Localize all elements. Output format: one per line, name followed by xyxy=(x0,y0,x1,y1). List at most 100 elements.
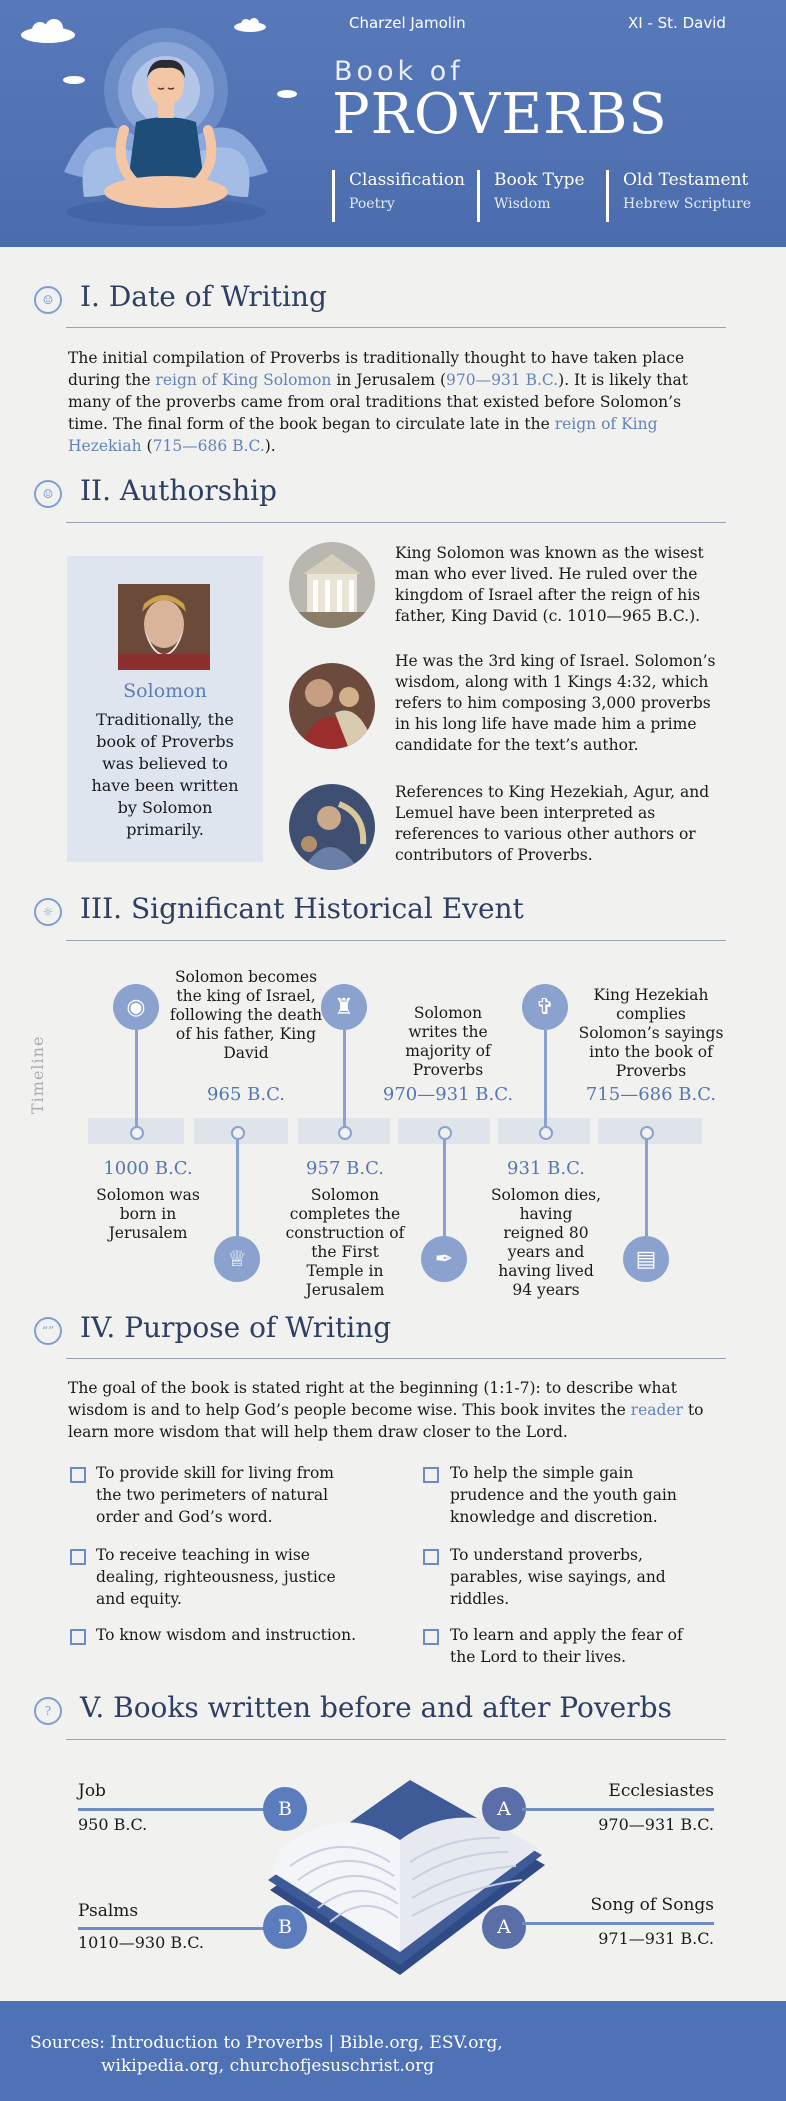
link-date-hezekiah[interactable]: 715—686 B.C. xyxy=(152,437,265,455)
text-run: ( xyxy=(141,437,153,455)
before-badge: B xyxy=(263,1787,307,1831)
header-banner: Charzel Jamolin XI - St. David Book of P… xyxy=(0,0,786,247)
divider xyxy=(66,940,726,941)
meta-value: Hebrew Scripture xyxy=(623,196,752,212)
temple-image xyxy=(289,542,375,628)
timeline-event-text: Solomon writes the majority of Proverbs xyxy=(405,1004,491,1079)
cloud-icon xyxy=(234,18,266,32)
lightbulb-icon: ☼ xyxy=(34,898,62,926)
castle-icon: ♜ xyxy=(321,984,367,1030)
card-name: Solomon xyxy=(123,680,207,702)
author-name: Charzel Jamolin xyxy=(349,14,466,32)
painting-image xyxy=(289,784,375,870)
link-reader[interactable]: reader xyxy=(630,1401,684,1419)
section-title-books: V. Books written before and after Poverb… xyxy=(80,1691,672,1724)
meta-value: Wisdom xyxy=(494,196,551,212)
card-text: Traditionally, the book of Proverbs was … xyxy=(91,710,239,839)
authorship-item: King Solomon was known as the wisest man… xyxy=(395,544,704,625)
purpose-item: To help the simple gain prudence and the… xyxy=(450,1464,677,1526)
class-name: XI - St. David xyxy=(628,14,726,32)
text-run: in Jerusalem ( xyxy=(331,371,446,389)
timeline-dot xyxy=(130,1126,144,1140)
connector-line xyxy=(522,1808,714,1811)
open-book-illustration xyxy=(268,1780,545,1975)
text-run: ). It is likely that many of the proverb… xyxy=(68,371,688,433)
sources-line-2: wikipedia.org, churchofjesuschrist.org xyxy=(101,2056,435,2076)
divider xyxy=(66,522,726,523)
link-reign-solomon[interactable]: reign of King Solomon xyxy=(155,371,332,389)
timeline-stem xyxy=(544,1030,547,1128)
section-title-authorship: II. Authorship xyxy=(80,474,277,507)
title-small: Book of xyxy=(334,56,464,87)
connector-line xyxy=(78,1808,268,1811)
link-reign-hezekiah[interactable]: reign of King Hezekiah xyxy=(68,415,658,455)
timeline-stem xyxy=(645,1138,648,1236)
book-name: Psalms xyxy=(78,1901,139,1921)
section-title-purpose: IV. Purpose of Writing xyxy=(80,1311,392,1344)
purpose-item: To learn and apply the fear of the Lord … xyxy=(450,1626,683,1666)
timeline-stem xyxy=(443,1138,446,1236)
checkbox[interactable] xyxy=(70,1467,86,1483)
checkbox[interactable] xyxy=(70,1629,86,1645)
timeline-event-text: Solomon was born in Jerusalem xyxy=(96,1186,200,1242)
timeline-stem xyxy=(236,1138,239,1236)
question-icon: ? xyxy=(34,1697,62,1725)
text-run: ). xyxy=(264,437,276,455)
section-title-history: III. Significant Historical Event xyxy=(80,892,524,925)
cloud-icon xyxy=(277,90,297,98)
after-badge: A xyxy=(482,1905,526,1949)
book-date: 950 B.C. xyxy=(78,1815,148,1834)
footer: Sources: Introduction to Proverbs | Bibl… xyxy=(0,2001,786,2101)
mask-icon: ☺ xyxy=(34,480,62,508)
timeline-event-text: Solomon completes the construction of th… xyxy=(285,1186,405,1299)
timeline-dot xyxy=(539,1126,553,1140)
cloud-icon xyxy=(63,76,85,84)
text-run: The goal of the book is stated right at … xyxy=(68,1379,678,1419)
section-title-date: I. Date of Writing xyxy=(80,280,327,313)
book-date: 1010—930 B.C. xyxy=(78,1933,204,1952)
timeline-event-text: King Hezekiah complies Solomon’s sayings… xyxy=(578,986,724,1080)
mask-icon: ☺ xyxy=(34,286,62,314)
purpose-text: The goal of the book is stated right at … xyxy=(68,1377,728,1443)
connector-line xyxy=(522,1922,714,1925)
timeline-dot xyxy=(338,1126,352,1140)
authorship-item: He was the 3rd king of Israel. Solomon’s… xyxy=(395,652,716,754)
meta-value: Poetry xyxy=(349,196,395,212)
book-name: Song of Songs xyxy=(590,1895,714,1915)
divider xyxy=(66,1358,726,1359)
connector-line xyxy=(78,1927,268,1930)
checkbox[interactable] xyxy=(423,1549,439,1565)
divider xyxy=(66,1739,726,1740)
quote-icon: “” xyxy=(34,1317,62,1345)
timeline-stem xyxy=(343,1030,346,1128)
authorship-item: References to King Hezekiah, Agur, and L… xyxy=(395,783,710,864)
timeline-event-date: 1000 B.C. xyxy=(103,1158,193,1179)
solomon-card: Solomon Traditionally, the book of Prove… xyxy=(67,556,263,862)
meta-label: Classification xyxy=(349,170,465,190)
purpose-item: To receive teaching in wise dealing, rig… xyxy=(96,1546,336,1608)
meta-book-type: Book Type Wisdom xyxy=(477,170,585,222)
after-badge: A xyxy=(482,1787,526,1831)
checkbox[interactable] xyxy=(423,1467,439,1483)
checkbox[interactable] xyxy=(70,1549,86,1565)
meta-testament: Old Testament Hebrew Scripture xyxy=(606,170,751,222)
timeline-event-text: Solomon becomes the king of Israel, foll… xyxy=(169,968,323,1062)
meta-classification: Classification Poetry xyxy=(332,170,465,222)
book-icon: ▤ xyxy=(623,1236,669,1282)
timeline-event-date: 970—931 B.C. xyxy=(382,1084,514,1105)
date-of-writing-text: The initial compilation of Proverbs is t… xyxy=(68,347,718,457)
timeline-event-date: 931 B.C. xyxy=(507,1158,585,1179)
meta-label: Old Testament xyxy=(623,170,749,190)
before-badge: B xyxy=(263,1905,307,1949)
scroll-icon: ◉ xyxy=(113,984,159,1030)
sources-line-1: Sources: Introduction to Proverbs | Bibl… xyxy=(30,2033,503,2053)
meta-label: Book Type xyxy=(494,170,585,190)
quill-icon: ✒ xyxy=(421,1236,467,1282)
timeline-stem xyxy=(135,1030,138,1128)
timeline-event-date: 965 B.C. xyxy=(207,1084,285,1105)
checkbox[interactable] xyxy=(423,1629,439,1645)
book-date: 970—931 B.C. xyxy=(598,1815,714,1834)
link-date-solomon[interactable]: 970—931 B.C. xyxy=(446,371,559,389)
solomon-portrait xyxy=(118,584,210,670)
purpose-item: To know wisdom and instruction. xyxy=(96,1626,357,1644)
